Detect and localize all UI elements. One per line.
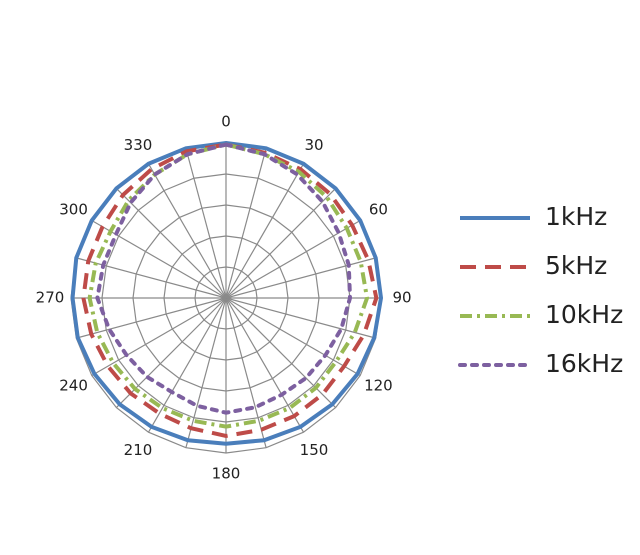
spoke <box>185 297 227 448</box>
angle-label: 300 <box>59 201 88 219</box>
spoke <box>225 187 337 299</box>
angle-label: 330 <box>124 136 153 154</box>
spoke <box>225 297 267 448</box>
spoke <box>91 297 227 377</box>
spoke <box>225 163 305 299</box>
spoke <box>147 297 227 433</box>
legend-label: 10kHz <box>545 300 623 329</box>
spoke <box>76 257 227 299</box>
angle-label: 240 <box>59 377 88 395</box>
spoke <box>225 148 267 299</box>
angle-label: 120 <box>364 377 393 395</box>
spoke <box>225 257 376 299</box>
angle-label: 90 <box>392 289 411 307</box>
spoke <box>147 163 227 299</box>
spoke <box>76 297 227 339</box>
angle-label: 30 <box>304 136 323 154</box>
angle-label: 210 <box>124 441 153 459</box>
series-line <box>81 142 379 438</box>
legend-label: 16kHz <box>545 349 623 378</box>
spoke <box>91 219 227 299</box>
spoke <box>225 297 337 409</box>
angle-label: 270 <box>36 289 65 307</box>
angle-label: 150 <box>300 441 329 459</box>
spoke <box>225 297 361 377</box>
angle-label: 60 <box>369 201 388 219</box>
spoke <box>225 297 376 339</box>
angle-label: 180 <box>212 465 241 483</box>
legend-label: 5kHz <box>545 251 607 280</box>
series-line <box>87 142 370 429</box>
spoke <box>185 148 227 299</box>
spoke <box>225 219 361 299</box>
series-line <box>95 142 353 415</box>
angle-label: 0 <box>221 113 231 131</box>
spoke <box>115 187 227 299</box>
series-line <box>70 140 384 446</box>
spoke <box>225 297 305 433</box>
legend-label: 1kHz <box>545 202 607 231</box>
